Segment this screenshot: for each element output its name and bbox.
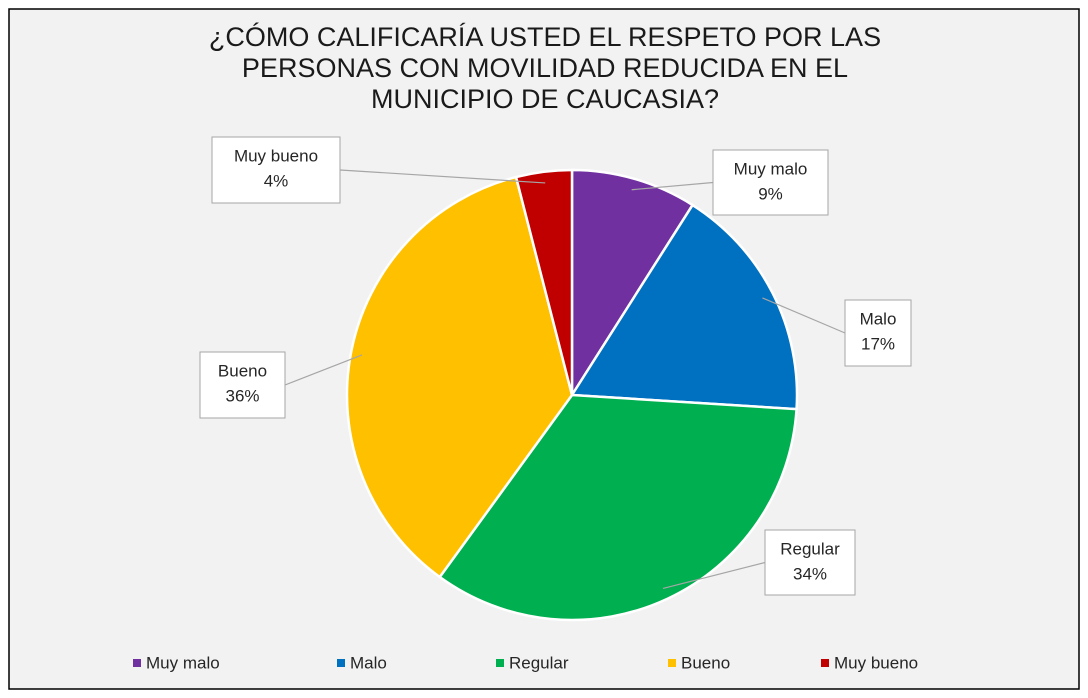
data-label: 17% xyxy=(861,334,895,353)
pie-slice xyxy=(514,168,574,396)
data-label-name: Muy malo xyxy=(734,159,808,178)
leader-line xyxy=(762,297,846,334)
data-label: 34% xyxy=(793,564,827,583)
data-label-name: Malo xyxy=(860,309,897,328)
label-box xyxy=(712,149,829,216)
legend-swatch xyxy=(337,659,345,667)
legend-swatch xyxy=(496,659,504,667)
leader-line xyxy=(284,354,363,386)
legend-label: Regular xyxy=(509,653,569,672)
leader-line xyxy=(631,181,714,191)
pie-slice xyxy=(570,168,695,400)
data-label: 36% xyxy=(225,386,259,405)
label-box xyxy=(844,299,912,367)
chart-title: ¿CÓMO CALIFICARÍA USTED EL RESPETO POR L… xyxy=(208,22,882,114)
legend-label: Bueno xyxy=(681,653,730,672)
data-label-name: Bueno xyxy=(218,361,267,380)
legend-label: Muy bueno xyxy=(834,653,918,672)
data-label-name: Regular xyxy=(780,539,840,558)
legend-swatch xyxy=(133,659,141,667)
data-label: 9% xyxy=(758,184,783,203)
leader-line xyxy=(339,169,546,184)
pie-slice xyxy=(569,203,799,411)
legend-swatch xyxy=(668,659,676,667)
label-box xyxy=(199,351,286,419)
legend-label: Malo xyxy=(350,653,387,672)
label-box xyxy=(211,136,341,204)
legend-swatch xyxy=(821,659,829,667)
pie-slice xyxy=(438,393,798,622)
data-label: 4% xyxy=(264,171,289,190)
pie-slice xyxy=(345,175,574,579)
leader-line xyxy=(662,561,766,589)
data-label-name: Muy bueno xyxy=(234,146,318,165)
legend-label: Muy malo xyxy=(146,653,220,672)
label-box xyxy=(764,529,856,596)
